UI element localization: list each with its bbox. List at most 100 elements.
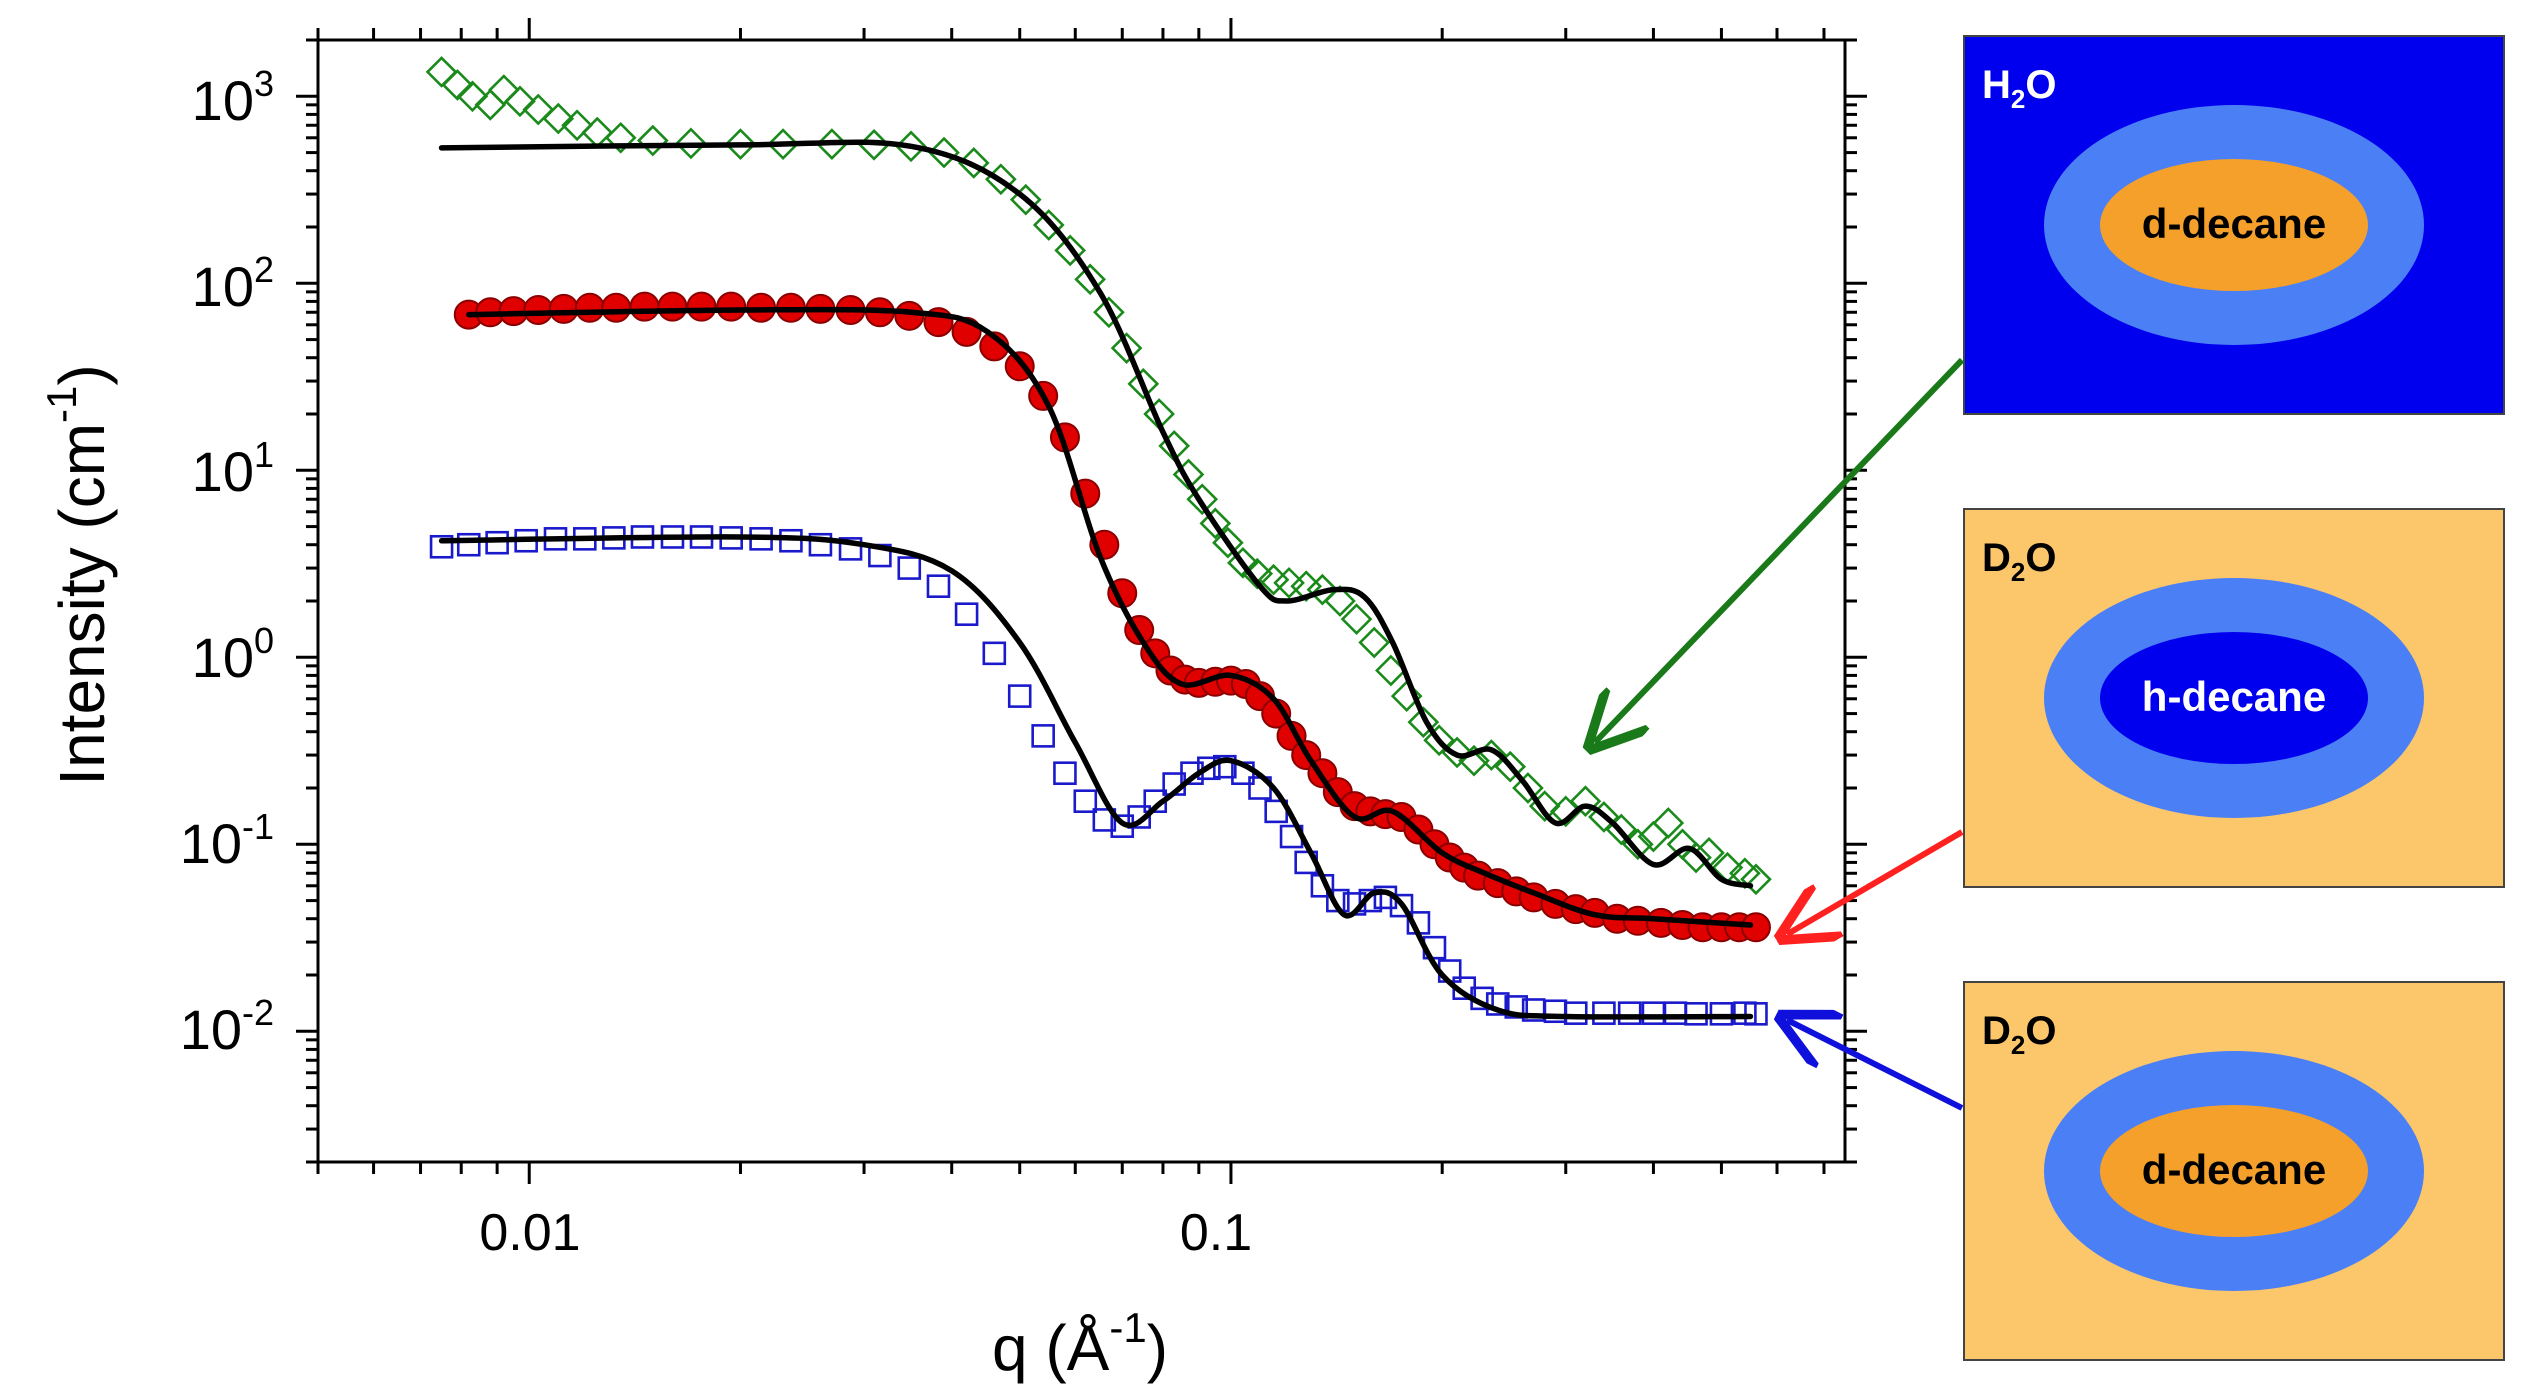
- data-point: [542, 102, 575, 135]
- data-point: [957, 147, 990, 179]
- micelle-core: [2100, 1105, 2368, 1237]
- data-point: [504, 85, 536, 118]
- fit-curve-d2o-h-decane: [466, 306, 1754, 928]
- data-point: [716, 291, 747, 322]
- data-point: [1358, 888, 1383, 913]
- data-point: [1389, 893, 1414, 918]
- fit-layer: [438, 139, 1754, 1020]
- y-tick-label-1e0: 100: [192, 620, 274, 689]
- data-point: [604, 121, 637, 154]
- data-point: [1053, 761, 1077, 785]
- series-d2o-shell-h-decane-core: [453, 291, 1771, 943]
- y-axis-title: Intensity (cm-1): [38, 364, 118, 785]
- data-point: [1093, 296, 1125, 329]
- data-point: [675, 127, 707, 160]
- data-point: [548, 293, 579, 324]
- data-point: [1684, 1002, 1708, 1026]
- data-point: [456, 532, 481, 557]
- panel-medium-label: D2O: [1982, 1009, 2056, 1060]
- data-point: [636, 124, 669, 157]
- data-point: [523, 294, 554, 325]
- micelle-core: [2100, 159, 2368, 291]
- data-point: [487, 74, 520, 106]
- data-point: [1390, 680, 1423, 712]
- data-point: [1032, 209, 1065, 241]
- data-point: [767, 128, 799, 160]
- data-point: [1340, 603, 1373, 635]
- data-point: [629, 291, 660, 322]
- y-tick-label-1e2: 102: [192, 249, 274, 318]
- annotation-arrows: [1595, 357, 1965, 1111]
- data-point: [838, 537, 863, 561]
- y-tick-label-1e1: 101: [192, 434, 274, 503]
- fit-curve-d2o-d-decane: [438, 534, 1754, 1020]
- data-point: [724, 128, 757, 160]
- panel-medium-label: D2O: [1982, 536, 2056, 587]
- y-tick-label-1e3: 103: [192, 63, 274, 132]
- data-point: [1512, 772, 1544, 804]
- data-point: [686, 291, 717, 322]
- data-point: [928, 136, 960, 169]
- data-point: [1074, 263, 1106, 296]
- data-point: [1031, 724, 1055, 748]
- arrow-blue: [1787, 1020, 1964, 1111]
- y-axis-tick-labels: 10-2 10-1 100 101 102 103: [180, 63, 274, 1061]
- data-point: [657, 291, 688, 322]
- data-point: [897, 556, 922, 580]
- data-point: [982, 641, 1007, 666]
- data-point: [522, 93, 555, 126]
- series-layer: [425, 56, 1772, 1026]
- data-point: [1212, 526, 1244, 559]
- data-point: [816, 128, 848, 160]
- data-point: [1199, 507, 1232, 540]
- data-point: [1569, 785, 1602, 818]
- fit-curve-h2o-d-decane: [438, 139, 1754, 889]
- data-point: [1073, 789, 1098, 813]
- series-d2o-shell-d-decane-core: [429, 525, 1768, 1026]
- data-point: [1680, 841, 1712, 874]
- schematic-d2o-h-decane: D2O h-decane: [1963, 508, 2505, 888]
- data-point: [808, 532, 833, 557]
- panel-core-label: d-decane: [2142, 200, 2326, 247]
- data-point: [574, 292, 605, 323]
- panel-core-label: h-decane: [2142, 673, 2326, 720]
- data-point: [429, 534, 454, 559]
- arrow-red: [1787, 829, 1964, 934]
- data-point: [1617, 1001, 1642, 1025]
- data-point: [1663, 1001, 1688, 1025]
- series-h2o-shell-d-decane-core: [425, 56, 1772, 896]
- x-tick-label-0.1: 0.1: [1180, 1204, 1252, 1262]
- data-point: [1054, 234, 1086, 267]
- arrow-green: [1595, 357, 1965, 743]
- data-point: [926, 574, 951, 598]
- y-tick-label-1e-2: 10-2: [180, 992, 274, 1061]
- axis-ticks: [296, 18, 1867, 1184]
- y-tick-label-1e-1: 10-1: [180, 806, 274, 875]
- micelle-core: [2100, 632, 2368, 764]
- data-point: [1358, 626, 1391, 659]
- data-point: [1197, 756, 1221, 781]
- data-point: [474, 89, 507, 121]
- data-point: [1423, 724, 1455, 757]
- x-axis-tick-labels: 0.01 0.1: [479, 1204, 1252, 1262]
- data-point: [456, 80, 489, 113]
- data-point: [894, 300, 925, 331]
- x-tick-label-0.01: 0.01: [479, 1204, 580, 1262]
- data-point: [954, 602, 979, 626]
- data-point: [1641, 1001, 1666, 1025]
- data-point: [895, 130, 927, 163]
- data-point: [1740, 863, 1772, 896]
- data-point: [1494, 750, 1527, 783]
- data-point: [1227, 546, 1259, 579]
- x-axis-title: q (Å-1): [992, 1304, 1168, 1384]
- data-point: [425, 56, 458, 88]
- data-point: [561, 109, 593, 142]
- data-point: [1563, 1001, 1588, 1025]
- data-point: [1592, 1001, 1616, 1025]
- data-point: [1652, 807, 1685, 839]
- data-point: [441, 69, 474, 101]
- data-point: [1110, 332, 1143, 364]
- data-point: [601, 292, 632, 323]
- data-point: [1588, 801, 1620, 833]
